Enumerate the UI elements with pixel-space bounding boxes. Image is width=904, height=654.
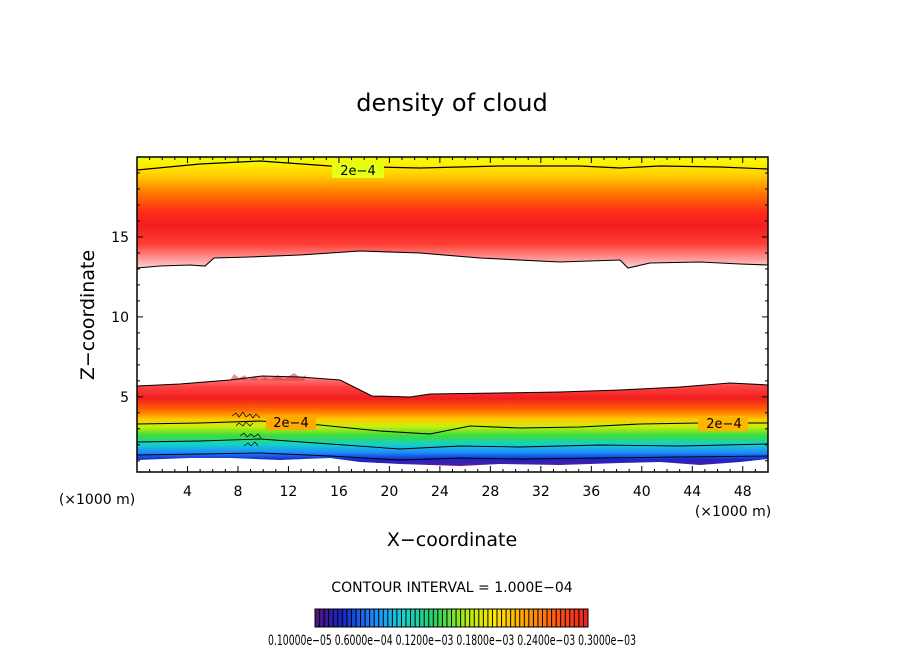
axis-ticks xyxy=(137,157,768,472)
colorbar-ticks xyxy=(319,609,584,627)
y-tick-label: 10 xyxy=(111,310,129,326)
contour-line-upper-bottom xyxy=(137,250,768,269)
upper-cloud-layer xyxy=(137,157,768,268)
y-tick-label: 15 xyxy=(111,230,129,246)
x-tick-label: 48 xyxy=(734,484,752,500)
contour-line-lower-mid xyxy=(137,438,768,450)
contour-label-lower-left: 2e−4 xyxy=(273,416,308,431)
x-tick-label: 28 xyxy=(481,484,499,500)
x-tick-label: 44 xyxy=(683,484,701,500)
x-tick-label: 8 xyxy=(233,484,242,500)
plot-area: 2e−4 2e−4 2e−4 xyxy=(137,157,768,466)
x-tick-labels: 4 8 12 16 20 24 28 32 36 40 44 48 xyxy=(183,484,752,500)
y-tick-labels: 5 10 15 xyxy=(111,230,129,406)
y-tick-label: 5 xyxy=(120,390,129,406)
contour-label-bg-3 xyxy=(698,416,748,431)
contour-line-lower-base xyxy=(137,452,768,461)
contour-label-lower-right: 2e−4 xyxy=(706,417,741,432)
contour-interval-note: CONTOUR INTERVAL = 1.000E−04 xyxy=(331,580,572,596)
lower-cloud-noise xyxy=(230,373,306,381)
x-tick-label: 40 xyxy=(633,484,651,500)
x-tick-label: 12 xyxy=(280,484,298,500)
contour-line-lower-2e4 xyxy=(137,420,768,435)
contour-label-bg-2 xyxy=(266,415,316,430)
x-tick-label: 20 xyxy=(380,484,398,500)
x-unit-left: (×1000 m) xyxy=(59,492,135,508)
x-axis-label: X−coordinate xyxy=(387,529,517,551)
contour-label-upper: 2e−4 xyxy=(340,164,375,179)
x-tick-label: 36 xyxy=(582,484,600,500)
x-unit-right: (×1000 m) xyxy=(695,504,771,520)
x-tick-label: 4 xyxy=(183,484,192,500)
chart-title: density of cloud xyxy=(356,89,547,117)
lower-cloud-layer xyxy=(137,376,768,466)
colorbar-labels: 0.10000e−05 0.6000e−04 0.1200e−03 0.1800… xyxy=(268,633,636,649)
x-tick-label: 32 xyxy=(532,484,550,500)
x-tick-label: 16 xyxy=(330,484,348,500)
contour-line-lower-top xyxy=(137,375,768,398)
contour-line-upper-top xyxy=(137,160,768,171)
contour-noise-cluster xyxy=(231,411,262,447)
y-axis-label: Z−coordinate xyxy=(77,250,99,380)
contour-label-bg-1 xyxy=(332,162,384,178)
x-tick-label: 24 xyxy=(431,484,449,500)
